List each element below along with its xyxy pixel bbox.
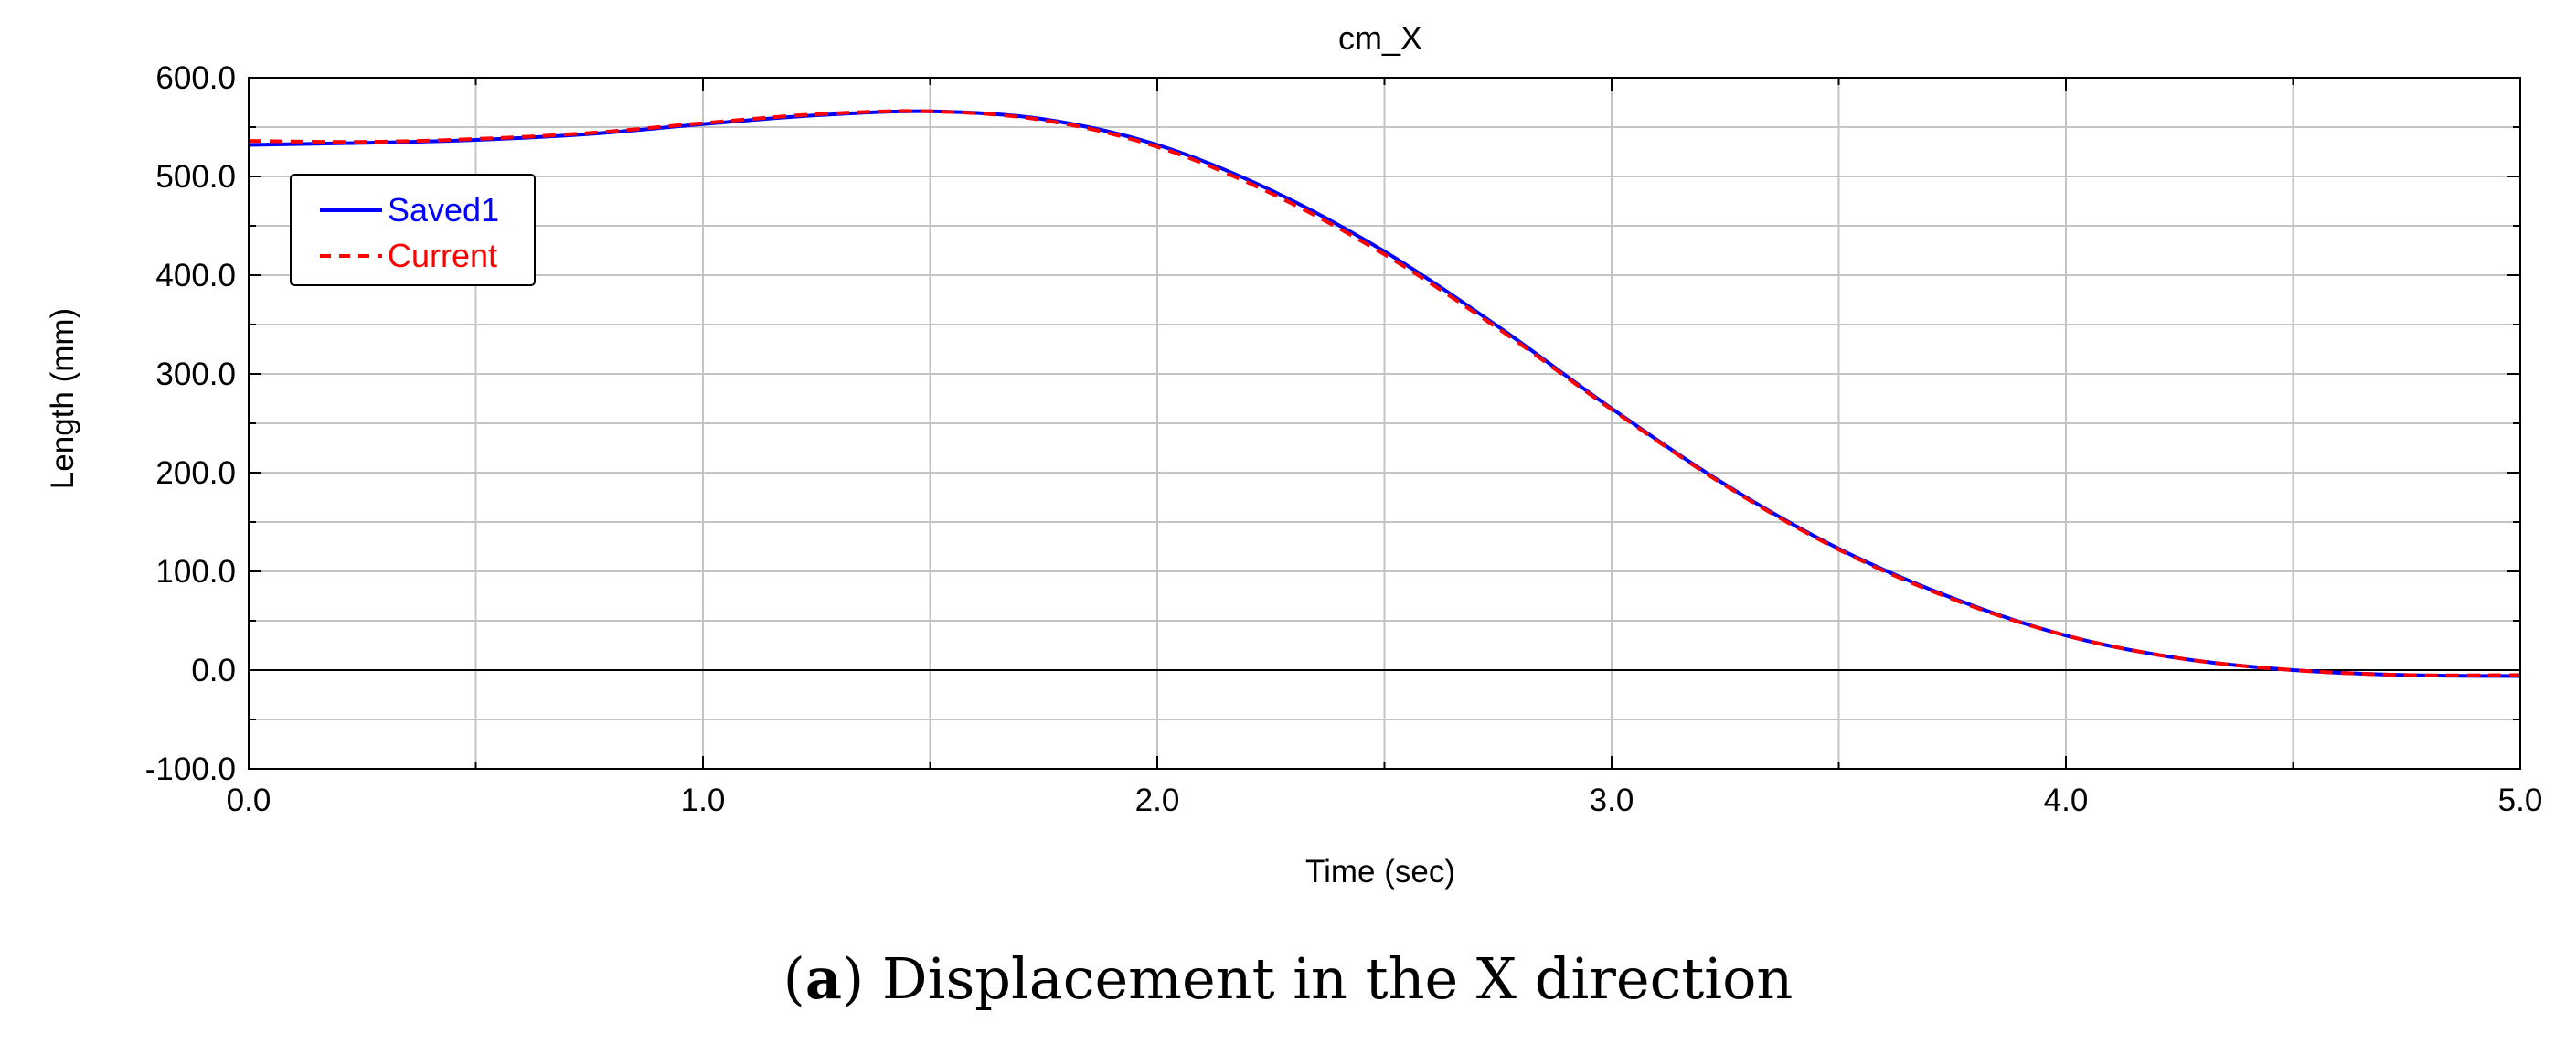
y-tick-label: 500.0: [155, 159, 236, 195]
y-tick-label: 600.0: [155, 60, 236, 96]
y-tick-label: -100.0: [145, 751, 236, 787]
series-layer: [248, 109, 2521, 678]
legend: Saved1 Current: [290, 174, 536, 286]
legend-current-label: Current: [388, 237, 497, 274]
x-tick-label: 5.0: [2498, 783, 2543, 818]
x-tick-labels: 0.0 1.0 2.0 3.0 4.0 5.0: [227, 783, 2543, 818]
caption-text: Displacement in the X direction: [864, 945, 1794, 1012]
y-tick-labels: 600.0 500.0 400.0 300.0 200.0 100.0 0.0 -100.0: [145, 60, 236, 787]
y-tick-label: 300.0: [155, 357, 236, 392]
caption-letter: a: [804, 945, 843, 1012]
tick-marks: [248, 77, 2521, 770]
x-tick-label: 1.0: [681, 783, 726, 818]
x-tick-label: 4.0: [2044, 783, 2089, 818]
y-tick-label: 200.0: [155, 455, 236, 491]
y-axis-label: Length (mm): [45, 308, 80, 489]
series-line-current: [248, 109, 2521, 677]
chart-title: cm_X: [1338, 19, 1422, 57]
x-tick-label: 0.0: [227, 783, 271, 818]
legend-box: [290, 174, 536, 286]
y-tick-label: 0.0: [191, 653, 236, 688]
x-axis-label: Time (sec): [1305, 854, 1455, 890]
grid: [248, 77, 2521, 770]
legend-saved1-label: Saved1: [388, 191, 499, 229]
y-tick-label: 100.0: [155, 554, 236, 590]
x-tick-label: 3.0: [1590, 783, 1634, 818]
y-tick-label: 400.0: [155, 258, 236, 293]
figure-caption: (a) Displacement in the X direction: [782, 945, 1794, 1012]
x-tick-label: 2.0: [1135, 783, 1180, 818]
